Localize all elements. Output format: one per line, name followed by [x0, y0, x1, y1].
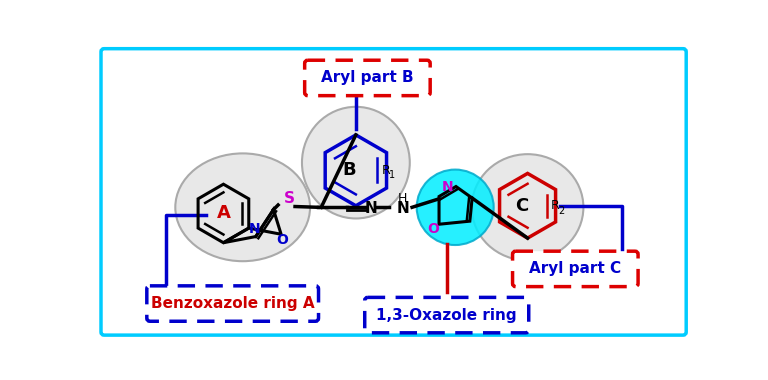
- Text: O: O: [428, 222, 439, 236]
- Text: 2: 2: [558, 206, 564, 216]
- Text: N: N: [396, 201, 409, 215]
- Text: H: H: [398, 192, 408, 205]
- FancyBboxPatch shape: [305, 60, 430, 96]
- Text: B: B: [342, 162, 356, 179]
- Text: O: O: [276, 233, 289, 247]
- Text: Aryl part C: Aryl part C: [529, 261, 621, 276]
- Text: S: S: [283, 192, 294, 206]
- Text: A: A: [217, 204, 230, 222]
- Ellipse shape: [472, 154, 584, 260]
- Text: R: R: [551, 199, 559, 212]
- Text: N: N: [248, 222, 260, 236]
- FancyBboxPatch shape: [147, 286, 319, 321]
- Text: N: N: [364, 201, 377, 215]
- Text: C: C: [515, 197, 528, 215]
- FancyBboxPatch shape: [365, 298, 528, 333]
- Ellipse shape: [302, 107, 410, 218]
- Text: 1: 1: [389, 170, 395, 180]
- Text: 1,3-Oxazole ring: 1,3-Oxazole ring: [376, 307, 517, 323]
- Ellipse shape: [175, 154, 310, 261]
- Ellipse shape: [417, 169, 494, 245]
- Text: R: R: [381, 164, 390, 177]
- Text: N: N: [442, 179, 453, 193]
- FancyBboxPatch shape: [512, 251, 638, 287]
- Text: Benzoxazole ring A: Benzoxazole ring A: [151, 296, 314, 311]
- Text: Aryl part B: Aryl part B: [321, 70, 414, 86]
